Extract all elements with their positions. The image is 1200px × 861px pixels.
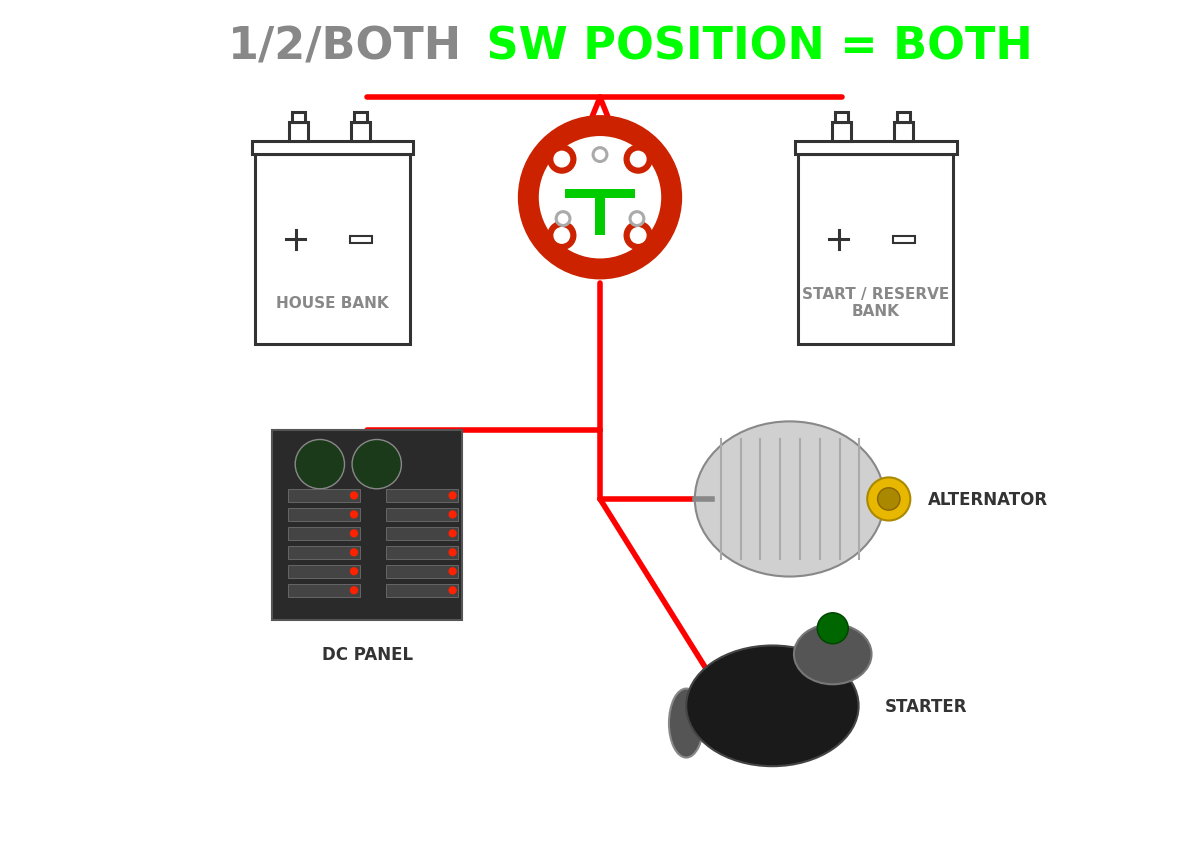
Circle shape xyxy=(350,530,358,537)
FancyBboxPatch shape xyxy=(292,114,305,123)
FancyBboxPatch shape xyxy=(833,123,851,142)
FancyBboxPatch shape xyxy=(252,142,414,155)
FancyBboxPatch shape xyxy=(256,155,410,344)
Circle shape xyxy=(449,492,456,499)
FancyBboxPatch shape xyxy=(354,114,367,123)
FancyBboxPatch shape xyxy=(386,489,458,503)
Ellipse shape xyxy=(686,646,859,766)
Circle shape xyxy=(554,152,570,168)
Circle shape xyxy=(817,613,848,644)
Text: ALTERNATOR: ALTERNATOR xyxy=(928,491,1048,508)
FancyBboxPatch shape xyxy=(898,114,911,123)
FancyBboxPatch shape xyxy=(386,508,458,522)
Ellipse shape xyxy=(668,689,703,758)
Circle shape xyxy=(350,549,358,556)
FancyBboxPatch shape xyxy=(288,527,360,541)
FancyBboxPatch shape xyxy=(386,527,458,541)
FancyBboxPatch shape xyxy=(565,189,635,199)
Circle shape xyxy=(595,151,605,160)
Circle shape xyxy=(632,214,642,224)
Ellipse shape xyxy=(794,624,871,684)
Circle shape xyxy=(593,148,607,164)
Circle shape xyxy=(548,222,576,250)
FancyBboxPatch shape xyxy=(386,565,458,579)
FancyBboxPatch shape xyxy=(386,546,458,560)
Circle shape xyxy=(449,568,456,575)
FancyBboxPatch shape xyxy=(288,508,360,522)
Circle shape xyxy=(449,587,456,594)
Circle shape xyxy=(352,440,401,489)
FancyBboxPatch shape xyxy=(798,155,954,344)
Circle shape xyxy=(350,511,358,518)
FancyBboxPatch shape xyxy=(835,114,848,123)
FancyBboxPatch shape xyxy=(288,546,360,560)
FancyBboxPatch shape xyxy=(272,430,462,620)
Text: DC PANEL: DC PANEL xyxy=(322,646,413,664)
FancyBboxPatch shape xyxy=(893,237,914,244)
Circle shape xyxy=(624,146,652,174)
Text: STARTER: STARTER xyxy=(884,697,967,715)
Circle shape xyxy=(558,214,568,224)
FancyBboxPatch shape xyxy=(352,123,370,142)
Circle shape xyxy=(295,440,344,489)
Text: SW POSITION = BOTH: SW POSITION = BOTH xyxy=(470,26,1032,69)
Circle shape xyxy=(449,511,456,518)
Ellipse shape xyxy=(695,422,884,577)
FancyBboxPatch shape xyxy=(288,584,360,598)
Text: START / RESERVE
BANK: START / RESERVE BANK xyxy=(803,287,949,319)
FancyBboxPatch shape xyxy=(796,142,956,155)
Circle shape xyxy=(554,228,570,244)
Circle shape xyxy=(630,152,646,168)
Text: HOUSE BANK: HOUSE BANK xyxy=(276,295,389,310)
Circle shape xyxy=(350,587,358,594)
Circle shape xyxy=(350,568,358,575)
Circle shape xyxy=(868,478,911,521)
FancyBboxPatch shape xyxy=(288,565,360,579)
FancyBboxPatch shape xyxy=(288,489,360,503)
FancyBboxPatch shape xyxy=(894,123,913,142)
Circle shape xyxy=(518,117,682,279)
Circle shape xyxy=(449,549,456,556)
FancyBboxPatch shape xyxy=(386,584,458,598)
FancyBboxPatch shape xyxy=(289,123,308,142)
Circle shape xyxy=(877,488,900,511)
Circle shape xyxy=(630,228,646,244)
Circle shape xyxy=(624,222,652,250)
FancyBboxPatch shape xyxy=(349,237,372,244)
Text: 1/2/BOTH: 1/2/BOTH xyxy=(228,26,462,69)
Circle shape xyxy=(556,212,571,227)
Circle shape xyxy=(350,492,358,499)
FancyBboxPatch shape xyxy=(595,195,605,236)
Circle shape xyxy=(629,212,644,227)
Circle shape xyxy=(548,146,576,174)
Circle shape xyxy=(449,530,456,537)
Circle shape xyxy=(540,138,660,258)
